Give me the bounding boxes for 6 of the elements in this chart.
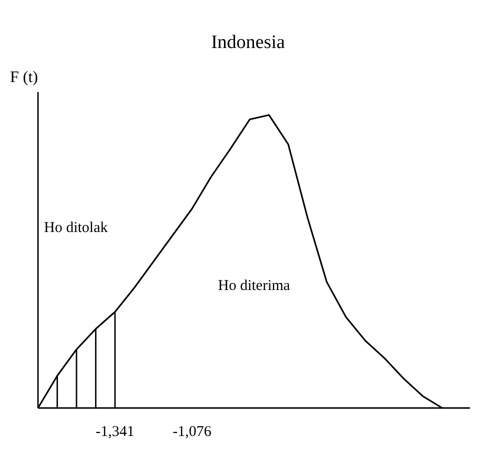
- x-tick-label: -1,076: [172, 424, 212, 440]
- y-axis-title: F (t): [10, 69, 38, 86]
- chart-title: Indonesia: [211, 32, 286, 53]
- annotation: Ho ditolak: [44, 220, 108, 236]
- annotation: Ho diterima: [218, 278, 290, 294]
- x-tick-label: -1,341: [96, 424, 134, 440]
